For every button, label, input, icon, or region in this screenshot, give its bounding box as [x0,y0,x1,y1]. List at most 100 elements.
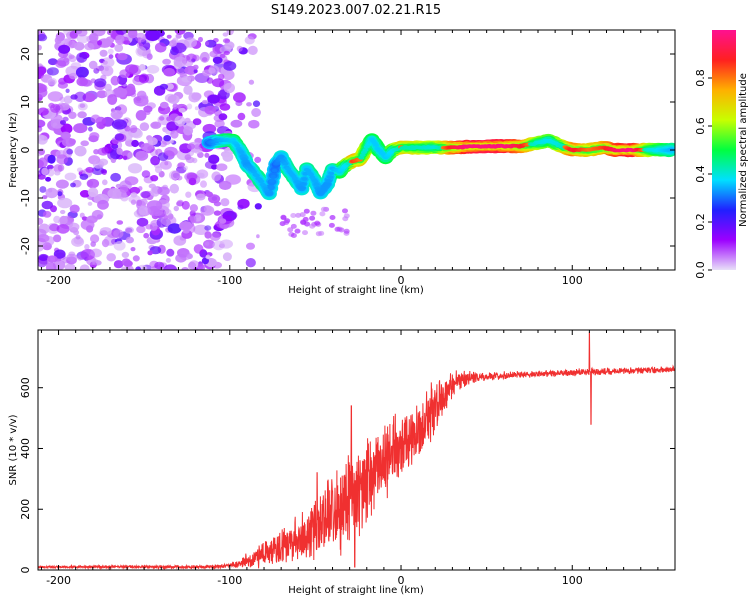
chart-title: S149.2023.007.02.21.R15 [271,3,441,18]
spectrogram-noise-cell [164,146,178,157]
spectrogram-noise-cell [56,154,68,165]
spectrogram-noise-cell [192,157,198,164]
spectrogram-noise-cell [54,267,62,270]
spectrogram-noise-cell [209,232,221,241]
spectrogram-noise-cell [92,160,105,169]
spectrogram-noise-cell [219,103,231,111]
spectrogram-noise-cell [223,61,237,71]
spectrogram-noise-cell [70,94,78,100]
spectrogram-noise-cell [90,234,100,244]
spectrogram-x-tick-label: 100 [562,274,583,287]
spectrogram-ridge-cell [258,179,265,184]
spectrogram-noise-cell [110,109,124,120]
spectrogram-noise-cell [57,191,63,197]
spectrogram-noise-cell [194,106,199,111]
spectrogram-noise-cell [104,67,109,72]
spectrogram-noise-cell [244,36,255,45]
spectrogram-noise-cell [223,82,235,94]
spectrogram-noise-cell [121,83,128,89]
spectrogram-noise-cell [159,116,165,121]
spectrogram-noise-cell [212,78,225,88]
spectrogram-noise-cell [124,176,139,186]
spectrogram-noise-cell [186,253,193,260]
spectrogram-noise-cell [184,37,197,48]
spectrogram-noise-cell [108,54,114,59]
spectrogram-noise-cell [38,107,49,116]
spectrogram-noise-cell [196,193,206,201]
spectrogram-ridge-cell [253,173,260,178]
spectrogram-halo-cell [328,222,335,228]
spectrogram-noise-cell [92,258,99,266]
spectrogram-ridge-layer [201,133,675,238]
spectrogram-noise-cell [50,103,61,113]
spectrogram-noise-cell [87,180,94,187]
spectrogram-noise-cell [39,186,47,193]
spectrogram-noise-cell [204,225,212,231]
spectrogram-halo-cell [280,214,287,220]
snr-x-tick-label: -200 [46,574,71,587]
spectrogram-noise-cell [47,168,55,177]
spectrogram-noise-cell [136,225,146,234]
spectrogram-noise-cell [84,244,90,250]
spectrogram-noise-cell [70,62,82,70]
spectrogram-noise-cell [56,224,70,234]
spectrogram-noise-cell [60,131,71,140]
spectrogram-ridge-cell [234,143,241,148]
spectrogram-halo-cell [309,223,316,229]
spectrogram-ridge-cell [238,150,245,155]
spectrogram-noise-cell [150,121,162,129]
spectrogram-halo-cell [309,215,316,221]
spectrogram-ridge-cell [278,155,285,159]
spectrogram-noise-cell [115,34,125,43]
spectrogram-noise-cell [110,75,120,86]
spectrogram-ridge-cell [358,156,365,160]
colorbar-tick-label: 0.6 [694,117,707,135]
spectrogram-noise-cell [129,125,138,133]
spectrogram-ridge-cell [359,153,366,157]
spectrogram-noise-cell [45,187,58,199]
spectrogram-noise-cell [163,264,178,270]
spectrogram-noise-cell [185,191,192,198]
spectrogram-noise-cell [181,267,189,270]
spectrogram-ridge-cell [230,137,237,142]
spectrogram-noise-cell [154,166,163,174]
colorbar-bar [712,30,736,270]
spectrogram-noise-cell [38,135,48,145]
spectrogram-halo-cell [299,212,306,218]
spectrogram-ridge-cell [300,182,306,186]
spectrogram-noise-cell [38,83,47,94]
spectrogram-noise-cell [168,40,177,47]
colorbar-tick-label: 0.4 [694,165,707,183]
spectrogram-noise-cell [236,45,243,52]
spectrogram-noise-cell [146,64,160,74]
spectrogram-noise-layer [38,30,262,270]
spectrogram-noise-cell [201,99,209,105]
spectrogram-halo-cell [295,212,302,218]
spectrogram-halo-cell [290,213,297,218]
spectrogram-noise-cell [168,170,181,181]
snr-y-axis-label: SNR (10 * v/v) [8,414,19,485]
spectrogram-noise-cell [222,38,231,44]
spectrogram-noise-cell [200,180,207,188]
spectrogram-noise-cell [104,235,117,246]
spectrogram-noise-cell [126,83,136,94]
spectrogram-noise-cell [157,186,170,196]
snr-y-tick-label: 200 [19,499,32,520]
spectrogram-noise-cell [219,53,226,59]
spectrogram-noise-cell [61,137,76,147]
spectrogram-noise-cell [38,157,48,168]
spectrogram-noise-cell [50,205,57,213]
spectrogram-noise-cell [252,100,261,107]
spectrogram-noise-cell [201,257,209,265]
spectrogram-noise-cell [181,75,192,83]
spectrogram-noise-cell [131,139,140,148]
spectrogram-ridge-cell [301,177,308,181]
spectrogram-noise-cell [65,88,70,94]
spectrogram-noise-cell [254,156,262,163]
spectrogram-noise-cell [127,30,138,39]
spectrogram-noise-cell [76,52,88,63]
spectrogram-noise-cell [90,248,102,258]
spectrogram-noise-cell [127,152,134,159]
